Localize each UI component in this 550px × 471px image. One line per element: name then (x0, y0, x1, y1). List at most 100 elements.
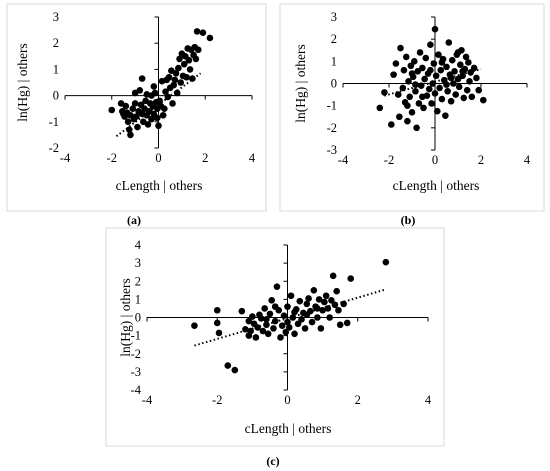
data-point (291, 330, 298, 338)
data-point (468, 93, 476, 101)
data-point (480, 96, 487, 104)
x-tick-label: 2 (478, 153, 484, 167)
data-point (294, 320, 302, 328)
data-point (264, 330, 272, 338)
data-point (314, 305, 321, 312)
data-point (277, 334, 284, 341)
data-point (305, 295, 312, 302)
data-point (285, 324, 293, 331)
data-point (404, 102, 411, 109)
data-point (431, 25, 439, 33)
data-point (470, 64, 478, 72)
data-point (317, 325, 325, 332)
data-point (238, 307, 246, 315)
data-point (414, 68, 422, 75)
y-tick-label: -2 (49, 141, 59, 155)
data-point (459, 68, 466, 75)
data-point (454, 49, 462, 56)
data-point (408, 70, 416, 77)
data-point (416, 49, 424, 56)
data-point (454, 75, 462, 83)
data-point (224, 362, 232, 369)
data-point (259, 327, 267, 335)
data-point (278, 322, 286, 329)
scatter-panel-b: -4 -2 0 2 4 -3 -2 -1 0 1 2 3 cLength | others ln(Hg) … (279, 3, 545, 227)
data-point (242, 325, 249, 333)
data-point (206, 34, 214, 42)
data-point (151, 89, 159, 97)
data-point (443, 81, 450, 88)
data-point (215, 329, 223, 337)
data-point (407, 62, 415, 70)
data-point (263, 316, 270, 323)
data-point (192, 55, 200, 63)
data-point (266, 310, 274, 318)
data-point (280, 312, 288, 319)
data-point (138, 75, 146, 82)
data-point (124, 118, 132, 126)
data-point (340, 300, 348, 308)
data-point (422, 54, 430, 62)
x-tick-label: -2 (107, 151, 117, 165)
data-point (382, 258, 390, 266)
data-point (245, 332, 253, 339)
panel-label: (b) (401, 213, 416, 227)
data-point (381, 89, 388, 96)
data-point (438, 95, 446, 103)
data-point (467, 69, 474, 76)
data-point (175, 64, 182, 72)
data-point (322, 292, 330, 300)
data-point (150, 83, 158, 90)
data-point (405, 77, 412, 85)
data-point (154, 114, 161, 122)
data-point (427, 41, 434, 49)
data-point (268, 296, 275, 304)
data-point (408, 109, 416, 116)
y-tick-label: 1 (135, 292, 141, 306)
data-point (134, 123, 141, 131)
data-point (284, 303, 291, 310)
y-tick-label: 0 (53, 89, 59, 103)
data-point (392, 60, 400, 67)
x-tick-label: -4 (60, 151, 71, 165)
data-point (303, 300, 311, 308)
x-axis-title: cLength | others (116, 178, 203, 193)
data-point (343, 319, 351, 327)
data-point (144, 121, 152, 128)
data-point (314, 314, 321, 321)
data-point (125, 126, 133, 133)
data-point (432, 72, 440, 80)
data-point (254, 324, 261, 331)
x-tick-label: -4 (142, 393, 153, 407)
y-tick-label: -4 (131, 383, 142, 397)
y-axis-title: ln(Hg) | others (293, 44, 308, 122)
y-tick-label: 2 (53, 36, 59, 50)
y-tick-label: -3 (131, 365, 141, 379)
data-point (417, 82, 425, 90)
data-point (435, 51, 442, 58)
y-tick-label: -1 (327, 99, 337, 113)
y-tick-label: 3 (331, 10, 337, 24)
data-point (261, 305, 268, 312)
data-point (180, 60, 188, 68)
data-point (406, 93, 414, 101)
data-point (419, 93, 426, 101)
x-axis-title: cLength | others (245, 421, 332, 436)
data-point (400, 66, 408, 74)
data-point (438, 59, 446, 66)
data-point (169, 100, 176, 107)
x-tick-label: -2 (212, 393, 222, 407)
data-point (429, 80, 437, 87)
data-point (231, 366, 239, 374)
data-point (463, 86, 471, 94)
panel-frame (105, 227, 445, 447)
data-point (465, 59, 472, 66)
data-point (191, 322, 198, 329)
data-point (451, 68, 458, 75)
y-tick-label: 2 (135, 274, 141, 288)
data-point (326, 314, 333, 321)
data-point (289, 314, 297, 321)
data-point (402, 53, 410, 61)
trendline (384, 68, 482, 97)
